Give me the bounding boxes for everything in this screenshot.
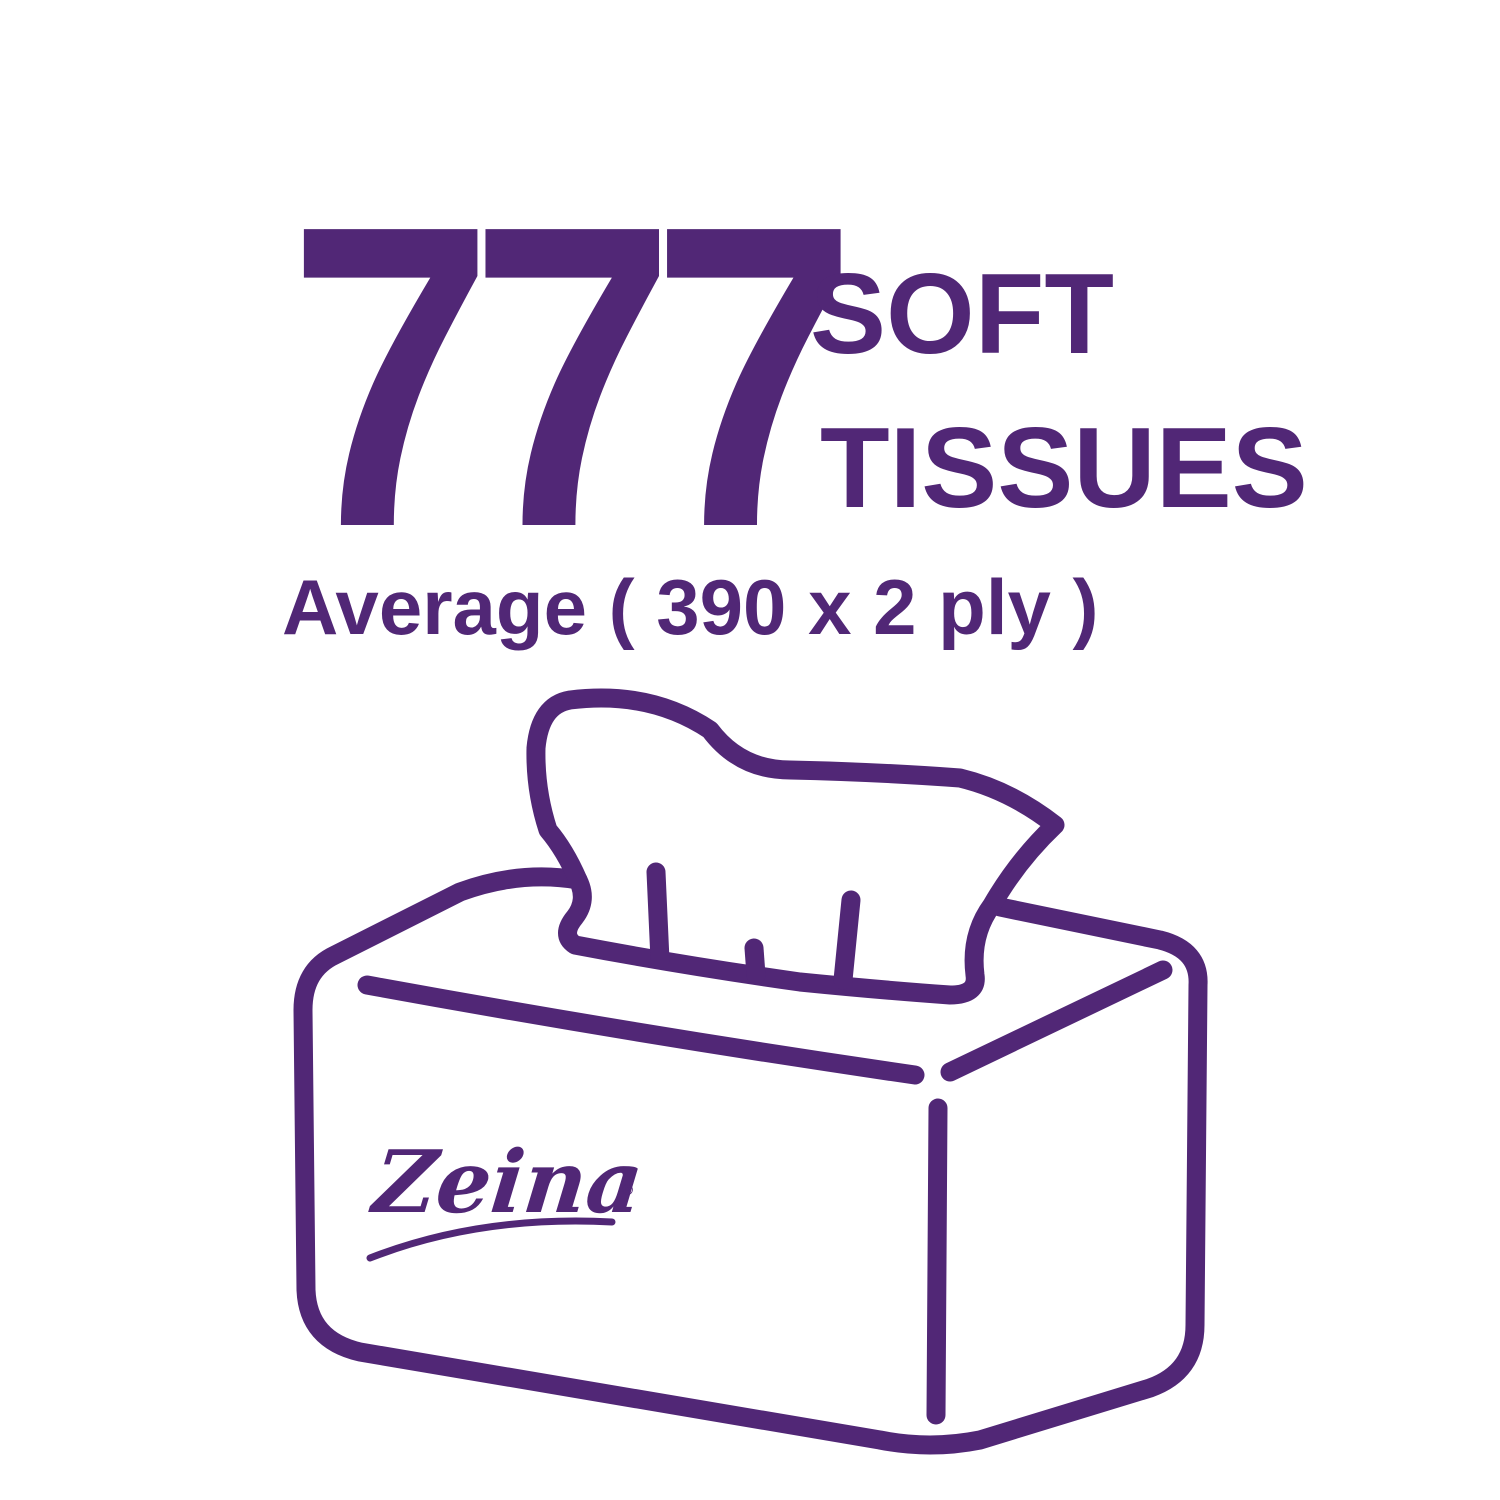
box-right-top-edge <box>940 960 1173 1082</box>
tissue-fold-line-1 <box>646 862 670 970</box>
brand-logo: Zeina <box>368 1132 648 1233</box>
tissue-outline <box>526 688 1065 1005</box>
subtitle-average-ply: Average ( 390 x 2 ply ) <box>282 563 1099 651</box>
tissue-fold-line-2 <box>744 938 766 985</box>
box-corner-edge <box>926 1098 948 1425</box>
tissue-fold-line-3 <box>833 890 861 990</box>
registered-mark: ® <box>622 1182 634 1199</box>
tissue-count: 777 <box>288 137 857 617</box>
box-front-top-edge <box>357 975 925 1085</box>
headline-tissues: TISSUES <box>820 405 1308 532</box>
box-outline <box>293 867 1208 1455</box>
headline-soft: SOFT <box>810 251 1114 378</box>
